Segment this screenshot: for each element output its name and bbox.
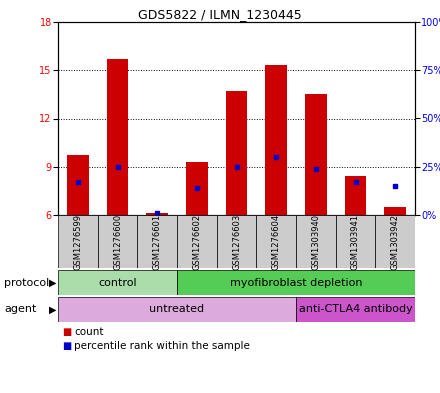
Bar	[336, 215, 375, 268]
Bar	[58, 297, 296, 322]
Bar	[375, 215, 415, 268]
Text: ■: ■	[62, 327, 71, 337]
Bar	[146, 213, 168, 215]
Bar	[216, 215, 257, 268]
Bar	[58, 270, 177, 295]
Text: protocol: protocol	[4, 277, 50, 288]
Text: GSM1276600: GSM1276600	[113, 213, 122, 270]
Bar	[384, 207, 406, 215]
Text: GSM1276602: GSM1276602	[192, 213, 202, 270]
Bar	[67, 156, 89, 215]
Bar	[58, 215, 98, 268]
Text: ▶: ▶	[49, 305, 57, 314]
Bar	[345, 176, 367, 215]
Text: percentile rank within the sample: percentile rank within the sample	[74, 341, 250, 351]
Bar	[106, 59, 128, 215]
Text: GSM1276599: GSM1276599	[73, 213, 82, 270]
Text: control: control	[98, 277, 137, 288]
Text: untreated: untreated	[150, 305, 205, 314]
Text: GSM1303940: GSM1303940	[312, 213, 320, 270]
Bar	[177, 270, 415, 295]
Bar	[265, 65, 287, 215]
Bar	[226, 91, 247, 215]
Text: GSM1276601: GSM1276601	[153, 213, 161, 270]
Bar	[257, 215, 296, 268]
Bar	[98, 215, 137, 268]
Text: GSM1276604: GSM1276604	[271, 213, 281, 270]
Bar	[296, 215, 336, 268]
Bar	[296, 297, 415, 322]
Text: count: count	[74, 327, 103, 337]
Text: GSM1276603: GSM1276603	[232, 213, 241, 270]
Text: GSM1303942: GSM1303942	[391, 213, 400, 270]
Bar	[137, 215, 177, 268]
Text: anti-CTLA4 antibody: anti-CTLA4 antibody	[299, 305, 412, 314]
Text: GSM1303941: GSM1303941	[351, 213, 360, 270]
Text: myofibroblast depletion: myofibroblast depletion	[230, 277, 362, 288]
Bar	[177, 215, 216, 268]
Text: GDS5822 / ILMN_1230445: GDS5822 / ILMN_1230445	[138, 8, 302, 21]
Bar	[186, 162, 208, 215]
Bar	[305, 94, 327, 215]
Text: ■: ■	[62, 341, 71, 351]
Text: ▶: ▶	[49, 277, 57, 288]
Text: agent: agent	[4, 305, 37, 314]
